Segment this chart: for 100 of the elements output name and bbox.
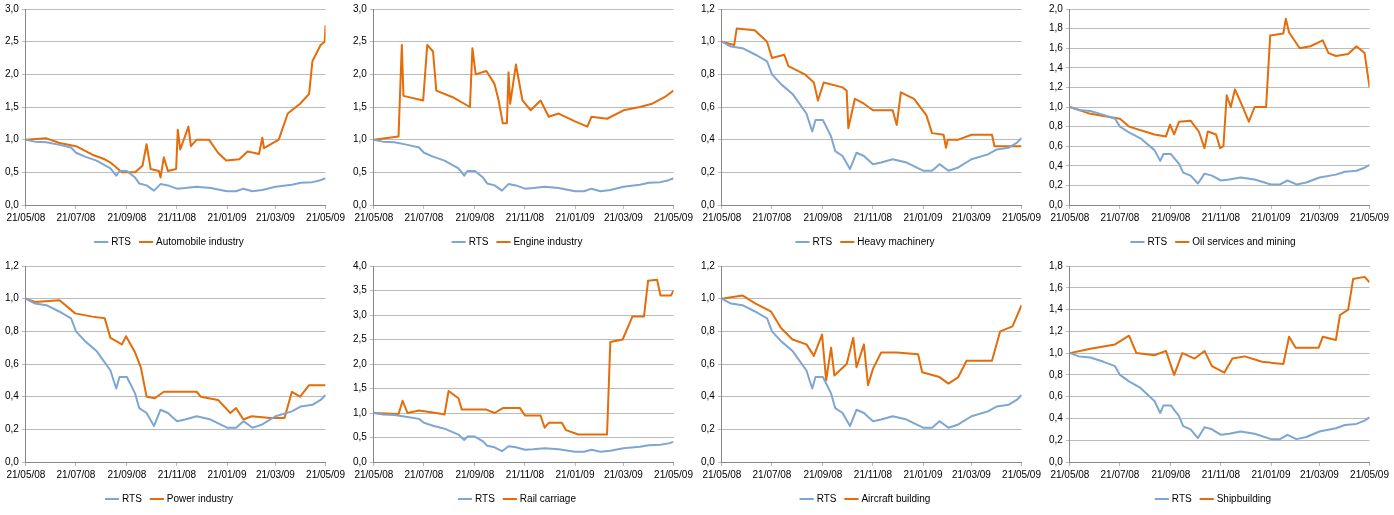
y-tick-label: 0,2: [1049, 433, 1064, 445]
y-tick-label: 0,4: [5, 390, 20, 402]
x-tick-label: 21/05/08: [1050, 211, 1090, 223]
legend-label: Engine industry: [513, 235, 583, 247]
x-tick-label: 21/05/09: [654, 211, 694, 223]
x-tick-label: 21/09/08: [107, 468, 147, 480]
legend-label: Automobile industry: [156, 235, 244, 247]
x-tick-label: 21/09/08: [803, 211, 843, 223]
y-tick-label: 0,5: [5, 166, 20, 178]
y-tick-label: 0,6: [1049, 390, 1064, 402]
y-tick-label: 0,0: [5, 455, 20, 467]
y-tick-label: 0,2: [1049, 179, 1064, 191]
y-tick-label: 3,0: [5, 2, 20, 14]
x-tick-label: 21/05/08: [1050, 468, 1090, 480]
x-tick-label: 21/09/08: [1151, 468, 1191, 480]
y-tick-label: 0,4: [701, 133, 716, 145]
x-tick-label: 21/01/09: [1251, 468, 1291, 480]
y-tick-label: 0,8: [701, 325, 716, 337]
x-tick-label: 21/05/09: [306, 211, 346, 223]
y-tick-label: 0,0: [1049, 198, 1064, 210]
y-tick-label: 1,0: [5, 292, 20, 304]
y-tick-label: 0,4: [1049, 412, 1064, 424]
legend-label: Heavy machinery: [857, 235, 935, 247]
legend-label: RTS: [1171, 492, 1192, 504]
x-tick-label: 21/11/08: [157, 468, 197, 480]
x-tick-label: 21/11/08: [853, 468, 893, 480]
x-tick-label: 21/07/08: [1100, 211, 1140, 223]
y-tick-label: 0,6: [5, 357, 20, 369]
legend-label: Aircraft building: [861, 492, 931, 504]
x-tick-label: 21/05/08: [6, 468, 46, 480]
y-tick-label: 4,0: [353, 259, 368, 271]
legend-label: Power industry: [166, 492, 233, 504]
y-tick-label: 1,8: [1049, 22, 1064, 34]
y-tick-label: 1,8: [1049, 259, 1064, 271]
y-tick-label: 2,5: [5, 35, 20, 47]
x-tick-label: 21/03/09: [255, 468, 296, 480]
x-tick-label: 21/07/08: [752, 468, 792, 480]
x-tick-label: 21/03/09: [951, 468, 992, 480]
y-tick-label: 0,5: [353, 166, 368, 178]
x-tick-label: 21/05/09: [1350, 468, 1390, 480]
x-tick-label: 21/11/08: [157, 211, 197, 223]
y-tick-label: 1,5: [353, 100, 368, 112]
y-tick-label: 2,5: [353, 35, 368, 47]
y-tick-label: 2,5: [353, 333, 368, 345]
y-tick-label: 3,5: [353, 284, 368, 296]
x-tick-label: 21/09/08: [455, 211, 495, 223]
x-tick-label: 21/07/08: [1100, 468, 1140, 480]
x-tick-label: 21/03/09: [603, 468, 644, 480]
x-tick-label: 21/03/09: [1299, 468, 1340, 480]
x-tick-label: 21/07/08: [752, 211, 792, 223]
legend-label: Rail carriage: [519, 492, 577, 504]
x-tick-label: 21/07/08: [404, 211, 444, 223]
y-tick-label: 1,5: [353, 382, 368, 394]
x-tick-label: 21/05/09: [1350, 211, 1390, 223]
x-tick-label: 21/07/08: [56, 468, 96, 480]
x-tick-label: 21/01/09: [903, 211, 943, 223]
y-tick-label: 0,8: [1049, 120, 1064, 132]
y-tick-label: 0,6: [701, 100, 716, 112]
legend-label: RTS: [475, 492, 496, 504]
legend-label: Oil services and mining: [1192, 235, 1296, 247]
x-tick-label: 21/05/08: [702, 211, 742, 223]
x-tick-label: 21/09/08: [455, 468, 495, 480]
y-tick-label: 0,0: [701, 198, 716, 210]
y-tick-label: 1,0: [701, 35, 716, 47]
legend-label: RTS: [812, 235, 833, 247]
x-tick-label: 21/05/08: [354, 211, 394, 223]
y-tick-label: 1,2: [5, 259, 20, 271]
x-tick-label: 21/01/09: [207, 211, 247, 223]
y-tick-label: 0,0: [353, 455, 368, 467]
y-tick-label: 0,0: [5, 198, 20, 210]
y-tick-label: 1,0: [701, 292, 716, 304]
legend-label: Shipbuilding: [1216, 492, 1272, 504]
y-tick-label: 1,0: [353, 406, 368, 418]
y-tick-label: 0,6: [1049, 139, 1064, 151]
x-tick-label: 21/01/09: [207, 468, 247, 480]
x-tick-label: 21/01/09: [903, 468, 943, 480]
legend-label: RTS: [111, 235, 132, 247]
y-tick-label: 1,4: [1049, 61, 1064, 73]
x-tick-label: 21/05/09: [1002, 468, 1042, 480]
y-tick-label: 0,2: [5, 423, 20, 435]
y-tick-label: 1,0: [5, 133, 20, 145]
y-tick-label: 1,2: [1049, 325, 1064, 337]
y-tick-label: 1,6: [1049, 41, 1064, 53]
legend-label: RTS: [816, 492, 837, 504]
legend-label: RTS: [468, 235, 489, 247]
y-tick-label: 0,5: [353, 431, 368, 443]
y-tick-label: 1,5: [5, 100, 20, 112]
y-tick-label: 1,0: [353, 133, 368, 145]
y-tick-label: 1,0: [1049, 346, 1064, 358]
x-tick-label: 21/07/08: [56, 211, 96, 223]
y-tick-label: 0,0: [701, 455, 716, 467]
x-tick-label: 21/03/09: [951, 211, 992, 223]
x-tick-label: 21/05/08: [354, 468, 394, 480]
x-tick-label: 21/01/09: [555, 468, 595, 480]
y-tick-label: 1,4: [1049, 303, 1064, 315]
legend-label: RTS: [122, 492, 143, 504]
y-tick-label: 1,6: [1049, 281, 1064, 293]
y-tick-label: 2,0: [353, 357, 368, 369]
x-tick-label: 21/09/08: [107, 211, 147, 223]
y-tick-label: 0,4: [701, 390, 716, 402]
